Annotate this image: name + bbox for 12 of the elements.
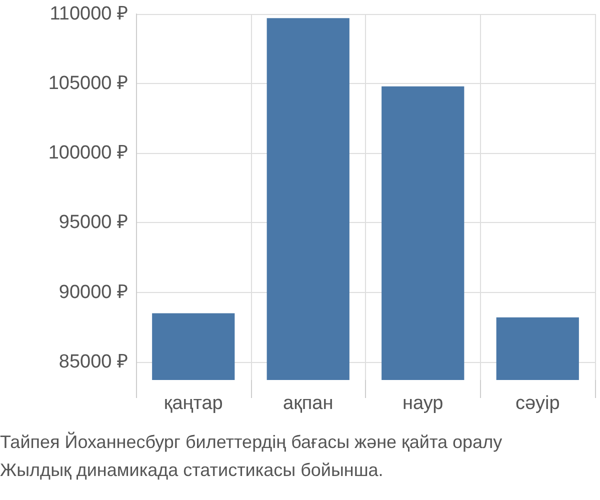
y-tick-label: 100000 ₽: [48, 142, 128, 164]
text: Жылдық динамикада статистикасы бойынша.: [0, 460, 384, 480]
y-tick-label: 85000 ₽: [58, 351, 128, 372]
y-tick-label: 105000 ₽: [48, 73, 128, 94]
x-tick-label: наур: [402, 393, 444, 414]
x-tick-label: сәуір: [515, 393, 560, 414]
x-tick-label: қаңтар: [164, 393, 223, 414]
x-tick-label: ақпан: [283, 393, 334, 414]
text: Тайпея Йоханнесбург билеттердің бағасы және қайта оралу: [0, 431, 502, 452]
y-tick-label: 95000 ₽: [58, 212, 128, 234]
y-tick-label: 90000 ₽: [58, 282, 128, 303]
y-tick-label: 110000 ₽: [50, 4, 128, 24]
